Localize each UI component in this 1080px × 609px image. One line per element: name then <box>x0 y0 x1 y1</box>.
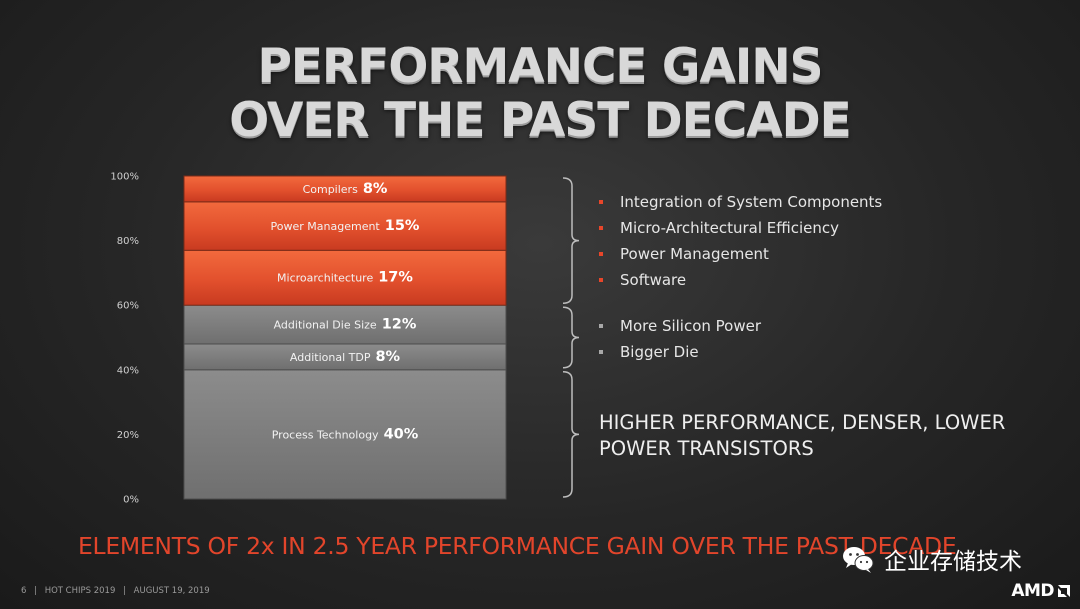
segment-value: 12% <box>382 317 417 333</box>
brace-process <box>562 371 580 498</box>
bar-segment-additional-tdp <box>183 343 507 371</box>
wechat-icon <box>843 547 874 573</box>
bullet-software: Software <box>596 267 882 293</box>
segment-label-compilers: Compilers 8% <box>303 181 388 197</box>
y-axis: 0% 20% 40% 60% 80% 100% <box>110 172 139 506</box>
architecture-bullet-list: Integration of System Components Micro-A… <box>596 189 882 293</box>
y-tick-label: 100% <box>110 172 139 183</box>
y-tick-label: 0% <box>123 495 139 506</box>
segment-label-microarchitecture: Microarchitecture 17% <box>277 270 413 286</box>
slide-footer: 6 | HOT CHIPS 2019 | AUGUST 19, 2019 <box>21 586 210 596</box>
segment-value: 8% <box>375 349 400 365</box>
bar-segment-additional-die-size <box>183 304 507 345</box>
stacked-bar: Process Technology 40%Additional TDP 8%Add… <box>183 175 507 500</box>
slide-title: PERFORMANCE GAINS OVER THE PAST DECADE <box>0 40 1080 148</box>
brace-silicon <box>562 306 580 369</box>
bar-segment-process-technology <box>183 369 507 500</box>
amd-logo: AMD <box>1011 580 1072 602</box>
footer-page-number: 6 <box>21 586 27 596</box>
segment-name: Process Technology <box>272 428 379 441</box>
bullet-bigger-die: Bigger Die <box>596 339 761 365</box>
segment-value: 40% <box>384 426 419 442</box>
watermark-text: 企业存储技术 <box>884 549 1022 575</box>
segment-name: Power Management <box>271 220 381 233</box>
y-tick-label: 60% <box>117 301 139 312</box>
amd-logo-text: AMD <box>1011 581 1054 601</box>
segment-name: Additional Die Size <box>274 319 377 332</box>
bar-segment-power-management <box>183 201 507 251</box>
amd-arrow-icon <box>1058 585 1070 597</box>
segment-label-process-technology: Process Technology 40% <box>272 426 419 442</box>
watermark: 企业存储技术 <box>838 539 1022 579</box>
segment-value: 8% <box>363 181 388 197</box>
bullet-integration-of-system-components: Integration of System Components <box>596 189 882 215</box>
slide-title-line-2: OVER THE PAST DECADE <box>229 93 851 148</box>
segment-label-power-management: Power Management 15% <box>271 218 420 234</box>
segment-name: Microarchitecture <box>277 272 373 285</box>
y-tick-label: 20% <box>117 430 139 441</box>
footer-separator: | <box>123 586 126 596</box>
segment-name: Additional TDP <box>290 351 371 364</box>
y-tick-label: 80% <box>117 236 139 247</box>
process-description: HIGHER PERFORMANCE, DENSER, LOWER POWER … <box>599 411 1006 460</box>
slide-title-line-1: PERFORMANCE GAINS <box>257 39 823 94</box>
segment-label-additional-tdp: Additional TDP 8% <box>290 349 401 365</box>
footer-event: HOT CHIPS 2019 <box>44 586 116 596</box>
footer-date: AUGUST 19, 2019 <box>133 586 210 596</box>
segment-value: 17% <box>378 270 413 286</box>
bar-segment-compilers <box>183 175 507 203</box>
bullet-power-management: Power Management <box>596 241 882 267</box>
group-braces <box>562 177 580 498</box>
footer-separator: | <box>34 586 37 596</box>
segment-name: Compilers <box>303 183 359 196</box>
bullet-more-silicon-power: More Silicon Power <box>596 313 761 339</box>
silicon-bullet-list: More Silicon Power Bigger Die <box>596 313 761 365</box>
brace-architecture <box>562 177 580 304</box>
segment-label-additional-die-size: Additional Die Size 12% <box>274 317 417 333</box>
y-tick-label: 40% <box>117 365 139 376</box>
bottom-line-statement: ELEMENTS OF 2x IN 2.5 YEAR PERFORMANCE G… <box>78 532 957 560</box>
bullet-micro-architectural-efficiency: Micro-Architectural Efficiency <box>596 215 882 241</box>
segment-value: 15% <box>385 218 420 234</box>
